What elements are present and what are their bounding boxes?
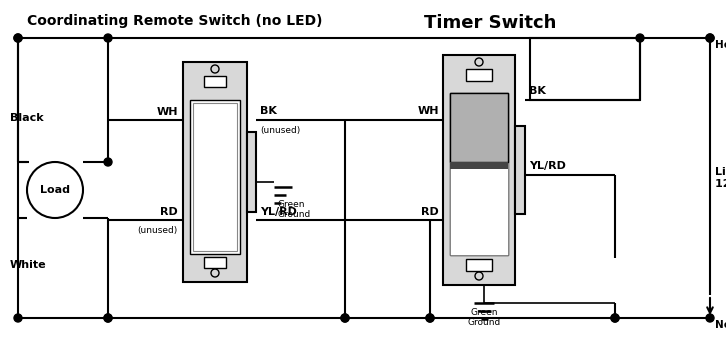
Text: RD: RD (421, 207, 439, 217)
Circle shape (426, 314, 434, 322)
Circle shape (636, 34, 644, 42)
Circle shape (706, 34, 714, 42)
Text: Load: Load (40, 185, 70, 195)
Circle shape (611, 314, 619, 322)
Bar (530, 38, 640, 100)
Text: Line
120VAC, 60Hz: Line 120VAC, 60Hz (715, 167, 726, 189)
Bar (450, 93, 508, 162)
Text: (unused): (unused) (138, 226, 178, 236)
Text: BK: BK (260, 106, 277, 116)
Bar (450, 93, 508, 255)
Bar (204, 257, 226, 268)
Circle shape (104, 34, 112, 42)
Circle shape (706, 34, 714, 42)
Circle shape (14, 34, 22, 42)
Text: Coordinating Remote Switch (no LED): Coordinating Remote Switch (no LED) (28, 14, 323, 28)
Circle shape (341, 314, 349, 322)
Text: WH: WH (417, 106, 439, 116)
Text: (unused): (unused) (260, 125, 301, 134)
Text: White: White (10, 260, 46, 270)
Circle shape (341, 314, 349, 322)
Bar (190, 100, 240, 254)
Bar (466, 69, 492, 81)
Bar (466, 259, 492, 271)
Text: YL/RD: YL/RD (529, 161, 566, 171)
Bar (183, 62, 247, 282)
Bar (247, 132, 256, 212)
Text: BK: BK (529, 86, 546, 96)
Text: Green
Ground: Green Ground (468, 308, 501, 327)
Bar (443, 55, 515, 285)
Bar (204, 76, 226, 87)
Text: Neutral (White): Neutral (White) (715, 320, 726, 330)
Circle shape (14, 314, 22, 322)
Circle shape (706, 314, 714, 322)
Text: YL/RD: YL/RD (260, 207, 297, 217)
Circle shape (104, 158, 112, 166)
Text: Hot (Black): Hot (Black) (715, 40, 726, 50)
Text: Green
Ground: Green Ground (277, 200, 310, 219)
Text: RD: RD (160, 207, 178, 217)
Text: Timer Switch: Timer Switch (424, 14, 556, 32)
Circle shape (611, 314, 619, 322)
Bar (515, 126, 525, 214)
Text: WH: WH (157, 107, 178, 117)
Circle shape (104, 314, 112, 322)
Circle shape (426, 314, 434, 322)
Circle shape (104, 314, 112, 322)
Bar (450, 163, 508, 255)
Bar (450, 162, 508, 169)
Circle shape (14, 34, 22, 42)
Bar (193, 103, 237, 251)
Text: Black: Black (10, 113, 44, 123)
